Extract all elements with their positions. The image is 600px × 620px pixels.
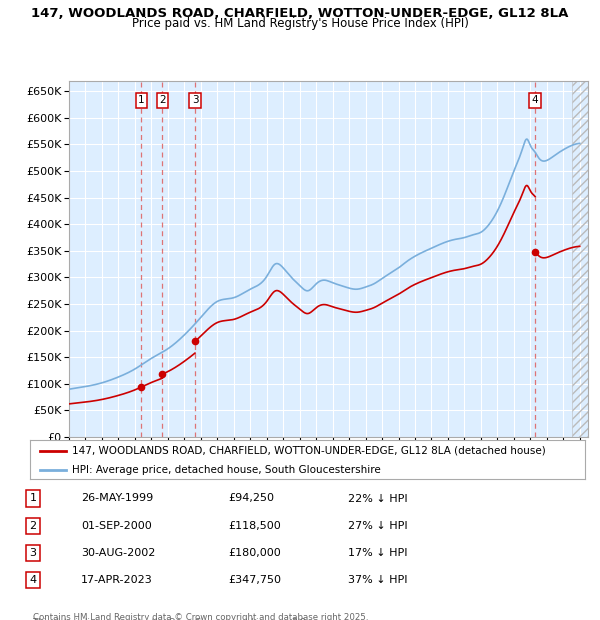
Text: This data is licensed under the Open Government Licence v3.0.: This data is licensed under the Open Gov… bbox=[33, 618, 308, 620]
Text: £180,000: £180,000 bbox=[228, 548, 281, 558]
Text: 147, WOODLANDS ROAD, CHARFIELD, WOTTON-UNDER-EDGE, GL12 8LA (detached house): 147, WOODLANDS ROAD, CHARFIELD, WOTTON-U… bbox=[71, 446, 545, 456]
Text: £118,500: £118,500 bbox=[228, 521, 281, 531]
Text: 01-SEP-2000: 01-SEP-2000 bbox=[81, 521, 152, 531]
Text: 26-MAY-1999: 26-MAY-1999 bbox=[81, 494, 153, 503]
Text: 17% ↓ HPI: 17% ↓ HPI bbox=[348, 548, 407, 558]
Text: 147, WOODLANDS ROAD, CHARFIELD, WOTTON-UNDER-EDGE, GL12 8LA: 147, WOODLANDS ROAD, CHARFIELD, WOTTON-U… bbox=[31, 7, 569, 20]
Text: £94,250: £94,250 bbox=[228, 494, 274, 503]
Text: 22% ↓ HPI: 22% ↓ HPI bbox=[348, 494, 407, 503]
Text: 2: 2 bbox=[159, 95, 166, 105]
Text: 37% ↓ HPI: 37% ↓ HPI bbox=[348, 575, 407, 585]
Text: HPI: Average price, detached house, South Gloucestershire: HPI: Average price, detached house, Sout… bbox=[71, 465, 380, 475]
Text: 1: 1 bbox=[138, 95, 145, 105]
Text: 27% ↓ HPI: 27% ↓ HPI bbox=[348, 521, 407, 531]
Text: 3: 3 bbox=[192, 95, 199, 105]
Text: 3: 3 bbox=[29, 548, 37, 558]
Text: 4: 4 bbox=[532, 95, 538, 105]
Text: 30-AUG-2002: 30-AUG-2002 bbox=[81, 548, 155, 558]
Text: 4: 4 bbox=[29, 575, 37, 585]
Text: 17-APR-2023: 17-APR-2023 bbox=[81, 575, 153, 585]
Text: £347,750: £347,750 bbox=[228, 575, 281, 585]
Text: Price paid vs. HM Land Registry's House Price Index (HPI): Price paid vs. HM Land Registry's House … bbox=[131, 17, 469, 30]
Text: Contains HM Land Registry data © Crown copyright and database right 2025.: Contains HM Land Registry data © Crown c… bbox=[33, 613, 368, 620]
Text: 1: 1 bbox=[29, 494, 37, 503]
Text: 2: 2 bbox=[29, 521, 37, 531]
